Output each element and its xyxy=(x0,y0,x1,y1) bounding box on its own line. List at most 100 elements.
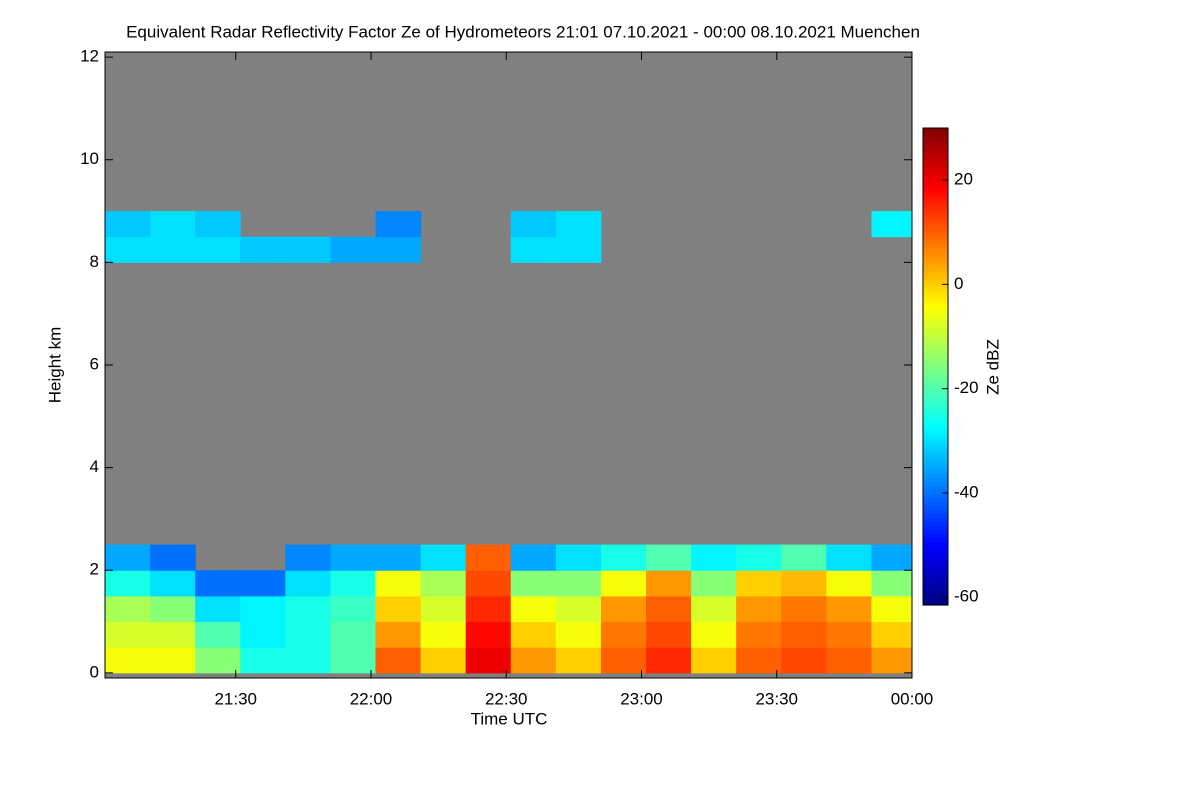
colorbar-swatch xyxy=(923,581,948,586)
y-tick-label: 4 xyxy=(90,457,99,476)
heatmap-cell xyxy=(105,647,151,674)
heatmap-cell xyxy=(285,647,331,674)
colorbar-swatch xyxy=(923,601,948,606)
colorbar-swatch xyxy=(923,366,948,372)
colorbar-swatch xyxy=(923,334,948,340)
y-tick-label: 8 xyxy=(90,252,99,271)
heatmap-cell xyxy=(420,647,467,674)
heatmap-cell xyxy=(375,647,422,674)
heatmap-cell xyxy=(510,211,557,238)
heatmap-cell xyxy=(195,236,241,263)
colorbar-swatch xyxy=(923,430,948,435)
colorbar-swatch xyxy=(923,298,948,304)
colorbar-swatch xyxy=(923,426,948,431)
heatmap-cell xyxy=(375,211,422,238)
colorbar-swatch xyxy=(923,577,948,582)
colorbar-swatch xyxy=(923,513,948,519)
heatmap-cell xyxy=(600,595,647,623)
heatmap-cell xyxy=(691,570,737,597)
colorbar-swatch xyxy=(923,179,948,185)
heatmap-cell xyxy=(330,570,377,597)
colorbar-swatch xyxy=(923,159,948,165)
colorbar-swatch xyxy=(923,215,948,221)
colorbar-swatch xyxy=(923,406,948,411)
heatmap-cell xyxy=(375,570,422,597)
heatmap-cell xyxy=(195,621,241,648)
colorbar-swatch xyxy=(923,382,948,387)
colorbar-swatch xyxy=(923,259,948,264)
colorbar-swatch xyxy=(923,151,948,157)
heatmap-cell xyxy=(510,544,557,571)
heatmap-cell xyxy=(691,544,737,571)
colorbar-swatch xyxy=(923,410,948,415)
heatmap-cell xyxy=(826,621,872,648)
colorbar-swatch xyxy=(923,593,948,598)
heatmap-cell xyxy=(150,544,196,571)
colorbar-swatch xyxy=(923,195,948,201)
colorbar-swatch xyxy=(923,287,948,292)
x-tick-label: 23:00 xyxy=(620,689,663,708)
heatmap-cell xyxy=(510,621,557,648)
colorbar-swatch xyxy=(923,247,948,252)
colorbar-swatch xyxy=(923,227,948,232)
colorbar-swatch xyxy=(923,294,948,300)
colorbar-swatch xyxy=(923,263,948,268)
heatmap-cell xyxy=(555,211,602,238)
colorbar-swatch xyxy=(923,239,948,244)
colorbar-tick-label: -60 xyxy=(954,587,979,606)
colorbar-swatch xyxy=(923,362,948,368)
colorbar-swatch xyxy=(923,255,948,260)
colorbar-swatch xyxy=(923,326,948,332)
colorbar-swatch xyxy=(923,453,948,459)
heatmap-cell xyxy=(555,236,602,263)
colorbar-swatch xyxy=(923,183,948,189)
colorbar-swatch xyxy=(923,243,948,248)
heatmap-cell xyxy=(646,621,692,648)
colorbar-swatch xyxy=(923,187,948,193)
colorbar-swatch xyxy=(923,505,948,511)
colorbar-swatch xyxy=(923,271,948,276)
colorbar-swatch xyxy=(923,537,948,542)
colorbar-swatch xyxy=(923,290,948,296)
heatmap-cell xyxy=(330,621,377,648)
heatmap-cell xyxy=(195,211,241,238)
heatmap-cell xyxy=(240,570,286,597)
colorbar-swatch xyxy=(923,553,948,558)
colorbar-swatch xyxy=(923,267,948,272)
heatmap-cell xyxy=(510,595,557,623)
colorbar-swatch xyxy=(923,422,948,427)
x-tick-label: 21:30 xyxy=(214,689,257,708)
colorbar-swatch xyxy=(923,461,948,467)
heatmap-cell xyxy=(330,595,377,623)
heatmap-cell xyxy=(781,544,827,571)
heatmap-cell xyxy=(420,595,467,623)
colorbar-swatch xyxy=(923,378,948,383)
colorbar-swatch xyxy=(923,386,948,391)
chart-title: Equivalent Radar Reflectivity Factor Ze … xyxy=(126,22,920,41)
colorbar-swatch xyxy=(923,330,948,336)
y-axis-label: Height km xyxy=(45,327,64,404)
colorbar-swatch xyxy=(923,585,948,590)
heatmap-cell xyxy=(555,647,602,674)
colorbar-swatch xyxy=(923,302,948,308)
colorbar-swatch xyxy=(923,438,948,443)
heatmap-cell xyxy=(736,621,782,648)
colorbar-swatch xyxy=(923,211,948,217)
heatmap-cell xyxy=(781,647,827,674)
heatmap-cell xyxy=(646,544,692,571)
heatmap-cell xyxy=(781,570,827,597)
heatmap-cell xyxy=(240,647,286,674)
colorbar-swatch xyxy=(923,473,948,479)
colorbar-swatch xyxy=(923,322,948,328)
colorbar-swatch xyxy=(923,434,948,439)
colorbar-swatch xyxy=(923,589,948,594)
heatmap-cell xyxy=(285,570,331,597)
heatmap-cell xyxy=(195,595,241,623)
heatmap-cell xyxy=(150,647,196,674)
colorbar-swatch xyxy=(923,128,948,133)
colorbar-swatch xyxy=(923,509,948,515)
heatmap-cell xyxy=(150,211,196,238)
colorbar-tick-label: -20 xyxy=(954,378,979,397)
colorbar-swatch xyxy=(923,394,948,399)
